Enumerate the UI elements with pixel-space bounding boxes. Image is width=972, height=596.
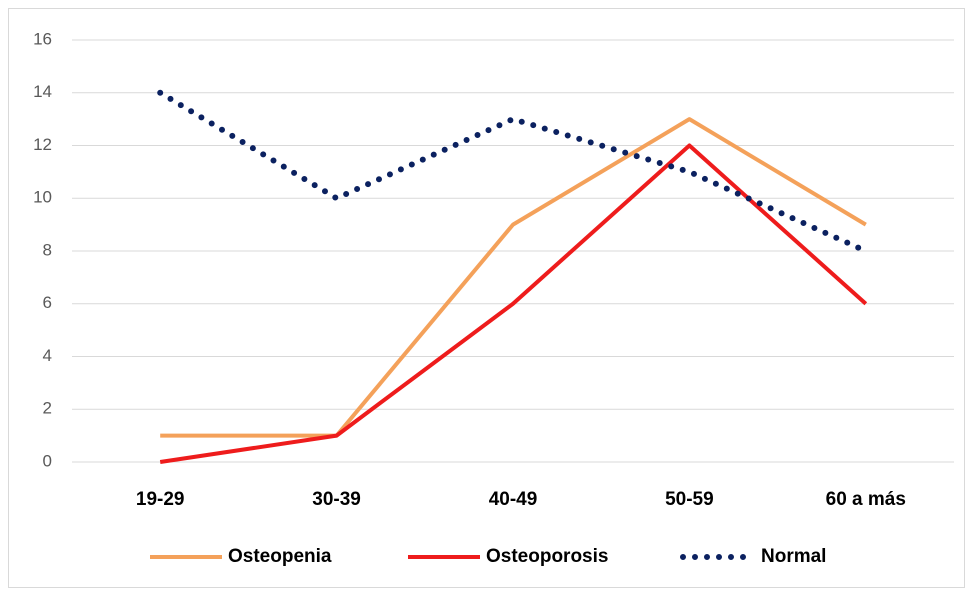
- y-tick-label: 0: [43, 451, 52, 470]
- y-tick-label: 6: [43, 293, 52, 312]
- y-tick-label: 14: [33, 82, 52, 101]
- y-tick-label: 10: [33, 188, 52, 207]
- y-tick-label: 12: [33, 135, 52, 154]
- legend-label: Normal: [761, 546, 826, 567]
- legend-label: Osteopenia: [228, 546, 332, 567]
- y-tick-label: 8: [43, 240, 52, 259]
- y-tick-label: 4: [43, 346, 52, 365]
- y-tick-label: 2: [43, 399, 52, 418]
- x-tick-label: 40-49: [489, 489, 538, 510]
- x-tick-label: 19-29: [136, 489, 185, 510]
- y-tick-label: 16: [33, 29, 52, 48]
- chart-border: [8, 8, 965, 588]
- line-series: [157, 89, 869, 254]
- line-series: [160, 117, 867, 438]
- legend-label: Osteoporosis: [486, 546, 608, 567]
- x-tick-label: 60 a más: [826, 489, 906, 510]
- x-tick-label: 30-39: [312, 489, 361, 510]
- x-tick-label: 50-59: [665, 489, 714, 510]
